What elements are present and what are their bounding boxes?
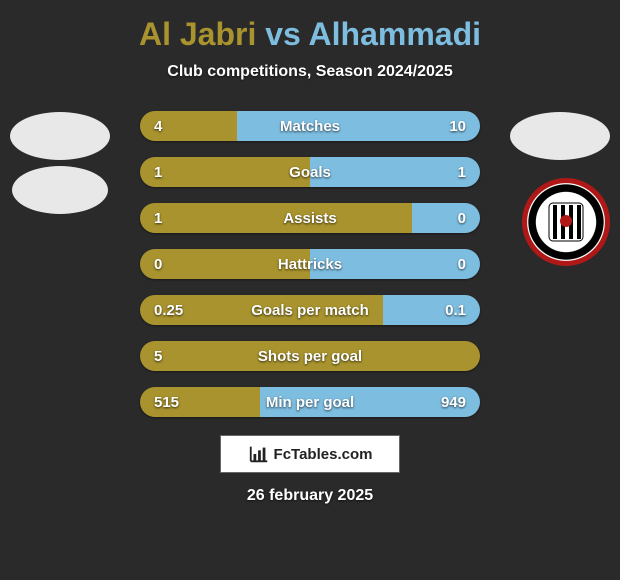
stat-label: Matches [140, 111, 480, 141]
date-label: 26 february 2025 [0, 487, 620, 505]
stat-label: Hattricks [140, 249, 480, 279]
stat-label: Assists [140, 203, 480, 233]
stat-row: 1Goals1 [140, 157, 480, 187]
vs-separator: vs [256, 16, 308, 52]
stat-value-right: 949 [427, 387, 480, 417]
player-b-name: Alhammadi [309, 16, 481, 52]
player-b-emblem-1 [510, 112, 610, 160]
stat-row: 0.25Goals per match0.1 [140, 295, 480, 325]
comparison-infographic: Al Jabri vs Alhammadi Club competitions,… [0, 0, 620, 505]
stat-value-right: 0.1 [431, 295, 480, 325]
stat-label: Goals per match [140, 295, 480, 325]
player-a-emblem-2 [12, 166, 108, 214]
stat-value-right: 0 [444, 203, 480, 233]
subtitle: Club competitions, Season 2024/2025 [0, 63, 620, 81]
player-a-name: Al Jabri [139, 16, 256, 52]
stat-row: 4Matches10 [140, 111, 480, 141]
stat-row: 0Hattricks0 [140, 249, 480, 279]
stat-value-right [452, 341, 480, 371]
shield-icon [541, 197, 591, 247]
chart-icon [248, 443, 270, 465]
club-crest-al-jazira [522, 178, 610, 266]
stat-row: 5Shots per goal [140, 341, 480, 371]
stat-value-right: 1 [444, 157, 480, 187]
logo-text: FcTables.com [274, 446, 373, 463]
stat-value-right: 10 [435, 111, 480, 141]
stat-label: Shots per goal [140, 341, 480, 371]
fctables-logo: FcTables.com [220, 435, 400, 473]
page-title: Al Jabri vs Alhammadi [0, 16, 620, 53]
stat-row: 1Assists0 [140, 203, 480, 233]
stat-row: 515Min per goal949 [140, 387, 480, 417]
stat-value-right: 0 [444, 249, 480, 279]
stat-label: Goals [140, 157, 480, 187]
player-a-emblem-1 [10, 112, 110, 160]
stat-bars: 4Matches101Goals11Assists00Hattricks00.2… [140, 111, 480, 417]
